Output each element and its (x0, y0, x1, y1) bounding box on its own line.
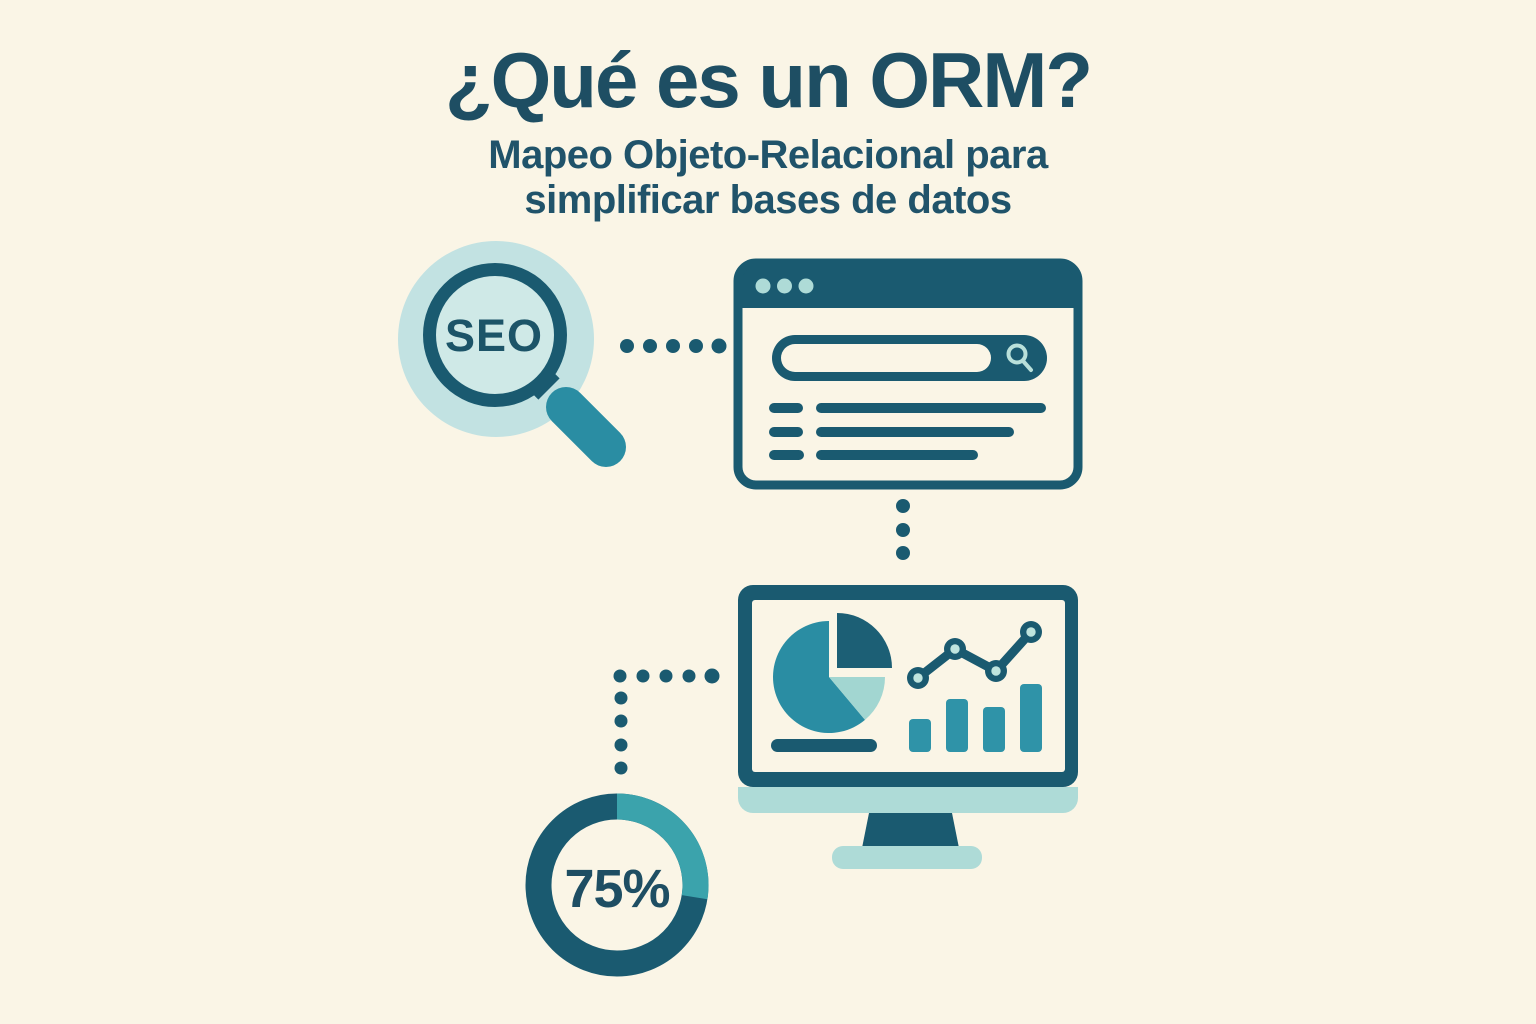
monitor-stand-base (832, 846, 982, 869)
pie-slice-light (829, 677, 885, 720)
browser-titlebar-dots (755, 278, 814, 294)
pie-slice-main (773, 621, 865, 733)
browser-text-lines (769, 403, 1046, 460)
header: ¿Qué es un ORM? Mapeo Objeto-Relacional … (0, 36, 1536, 223)
line-chart-path (913, 627, 1036, 683)
magnifier-handle (546, 387, 626, 467)
pie-underline (771, 739, 877, 752)
browser-search-field (781, 344, 991, 372)
pie-slice-exploded (837, 613, 892, 668)
browser-window-icon (733, 258, 1083, 490)
bar-chart-icon (909, 684, 1042, 752)
dotted-connector-top (620, 338, 727, 354)
seo-magnifier-icon (398, 241, 626, 467)
dotted-connector-middle (896, 499, 910, 560)
donut-ring-light (616, 793, 709, 900)
donut-percent-label: 75% (564, 859, 670, 919)
line-chart-icon (907, 621, 1042, 689)
monitor-chin (738, 787, 1078, 813)
line-chart-nodes (907, 621, 1042, 689)
page-title: ¿Qué es un ORM? (444, 36, 1093, 124)
subtitle-line-2: simplificar bases de datos (524, 177, 1012, 222)
pie-chart-icon (771, 613, 892, 752)
subtitle-line-1: Mapeo Objeto-Relacional para (488, 133, 1048, 178)
donut-chart-icon (525, 793, 709, 977)
seo-badge-label: SEO (444, 310, 544, 361)
search-icon (1006, 343, 1033, 372)
magnifier-lens-ring (423, 263, 567, 407)
monitor-stand-neck (862, 813, 959, 848)
monitor-dashboard-icon (738, 585, 1078, 869)
page-subtitle: Mapeo Objeto-Relacional para simplificar… (0, 133, 1536, 223)
browser-titlebar (742, 267, 1074, 308)
dotted-connector-bottom (613, 668, 720, 775)
